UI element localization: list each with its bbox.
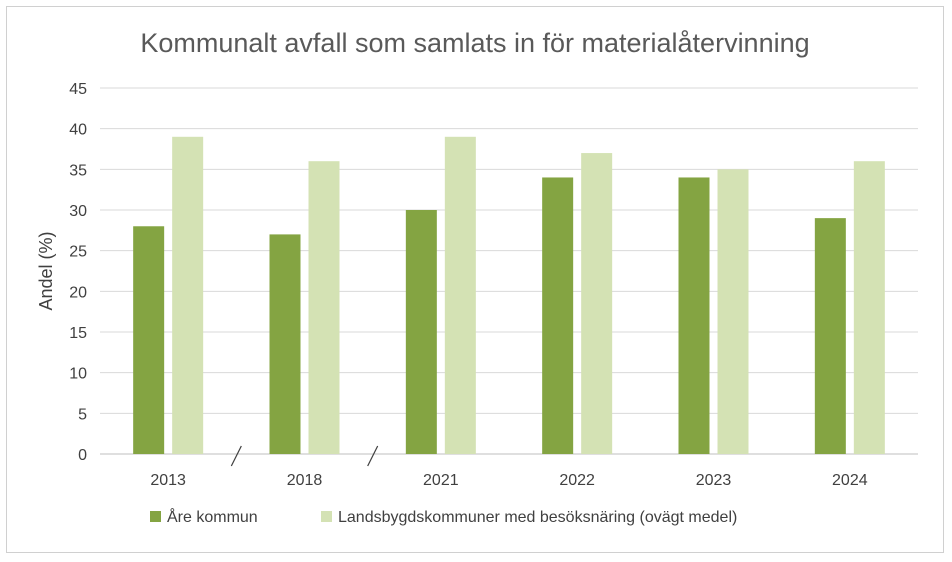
bar-landsbygdskommuner-2023 xyxy=(717,169,749,455)
bar-landsbygdskommuner-2018 xyxy=(308,161,340,454)
x-axis-ticks: 2013 2018 2021 2022 2023 2024 xyxy=(150,472,867,489)
y-tick-label: 5 xyxy=(78,406,87,423)
legend-label-are-kommun: Åre kommun xyxy=(167,507,258,526)
axis-break-mark xyxy=(230,445,242,467)
bar-landsbygdskommuner-2021 xyxy=(444,136,476,455)
gridlines xyxy=(100,87,918,455)
x-tick-label: 2018 xyxy=(287,472,323,489)
y-tick-label: 45 xyxy=(69,81,87,98)
bar-landsbygdskommuner-2013 xyxy=(172,136,204,455)
y-tick-label: 0 xyxy=(78,447,87,464)
x-tick-label: 2022 xyxy=(559,472,595,489)
bar-are-kommun-2021 xyxy=(405,210,437,454)
bar-are-kommun-2023 xyxy=(678,177,710,454)
y-tick-label: 10 xyxy=(69,366,87,383)
x-tick-label: 2023 xyxy=(696,472,732,489)
legend-label-landsbygdskommuner: Landsbygdskommuner med besöksnäring (ovä… xyxy=(338,509,737,526)
y-axis-ticks: 0 5 10 15 20 25 30 35 40 45 xyxy=(69,81,87,464)
y-tick-label: 35 xyxy=(69,162,87,179)
y-tick-label: 25 xyxy=(69,244,87,261)
bar-are-kommun-2018 xyxy=(269,234,301,454)
axis-breaks xyxy=(230,445,379,467)
bar-are-kommun-2013 xyxy=(133,226,165,454)
x-tick-label: 2013 xyxy=(150,472,186,489)
x-tick-label: 2024 xyxy=(832,472,868,489)
y-tick-label: 15 xyxy=(69,325,87,342)
bar-are-kommun-2022 xyxy=(542,177,574,454)
legend: Åre kommun Landsbygdskommuner med besöksn… xyxy=(150,507,737,526)
y-tick-label: 40 xyxy=(69,122,87,139)
legend-swatch-landsbygdskommuner xyxy=(321,511,332,522)
y-tick-label: 30 xyxy=(69,203,87,220)
x-tick-label: 2021 xyxy=(423,472,459,489)
axis-break-mark xyxy=(367,445,379,467)
bar-are-kommun-2024 xyxy=(814,218,846,454)
y-tick-label: 20 xyxy=(69,284,87,301)
legend-swatch-are-kommun xyxy=(150,511,161,522)
chart-title: Kommunalt avfall som samlats in för mate… xyxy=(140,28,809,58)
y-axis-label: Andel (%) xyxy=(36,231,56,310)
bar-landsbygdskommuner-2022 xyxy=(581,153,613,455)
bars xyxy=(133,136,885,455)
bar-landsbygdskommuner-2024 xyxy=(853,161,885,454)
